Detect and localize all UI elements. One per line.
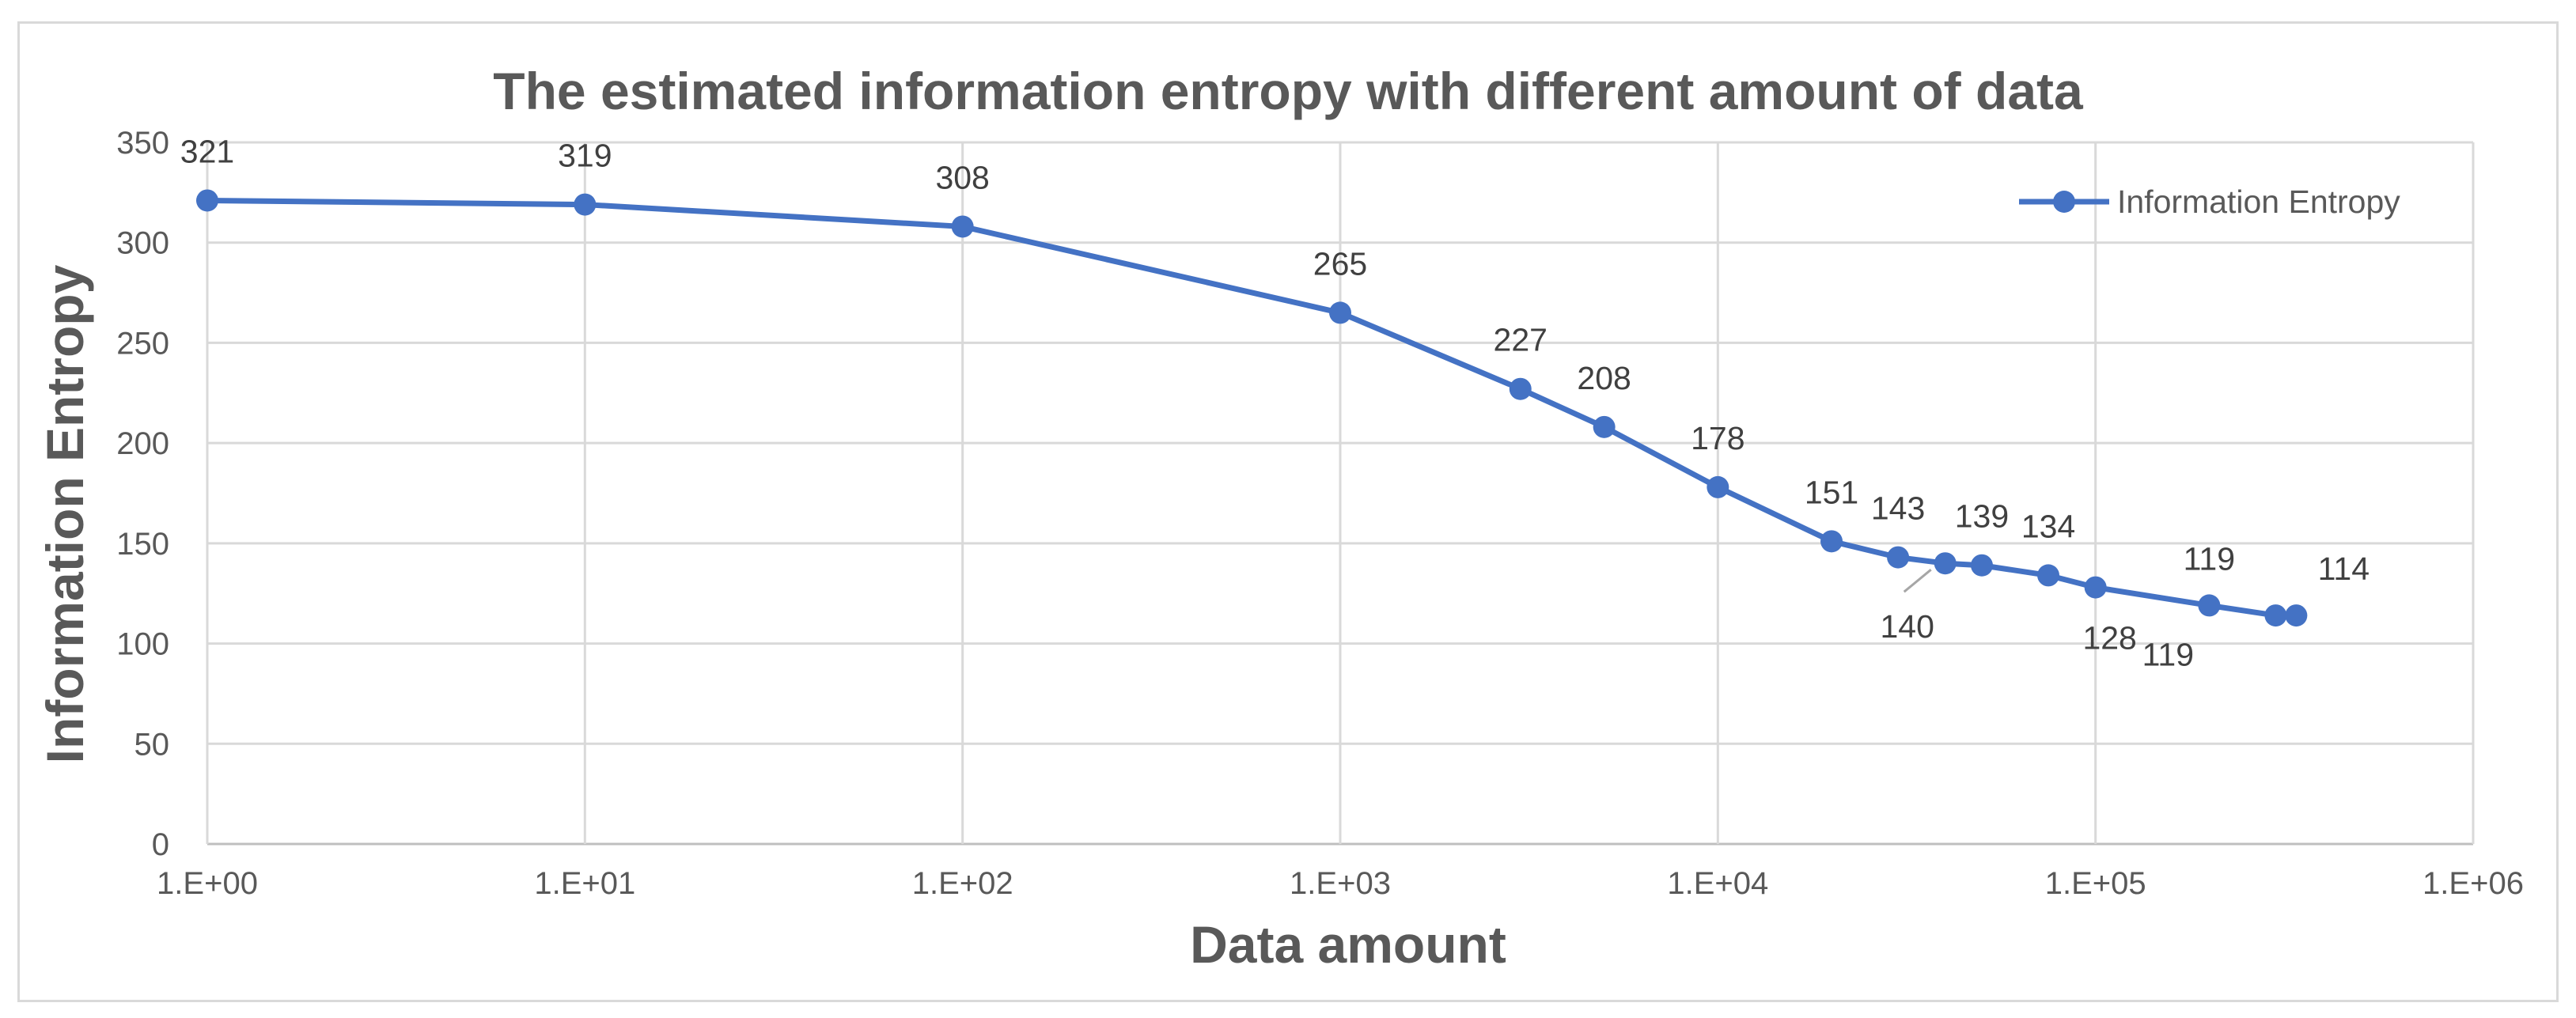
data-point [2198, 594, 2221, 617]
y-tick-label: 50 [134, 727, 170, 762]
y-tick-label: 0 [152, 827, 169, 862]
x-tick-label: 1.E+00 [157, 866, 258, 901]
x-tick-label: 1.E+05 [2045, 866, 2146, 901]
data-label: 140 [1881, 608, 1934, 645]
data-point [574, 193, 597, 216]
data-point [1509, 377, 1532, 400]
chart-frame [17, 21, 2559, 1002]
data-point [1329, 301, 1351, 324]
data-label: 119 [2184, 540, 2235, 577]
x-tick-label: 1.E+03 [1290, 866, 1391, 901]
data-label: 227 [1494, 322, 1547, 358]
y-axis-ticks: 0 50 100 150 200 250 300 350 [116, 126, 169, 862]
y-tick-label: 350 [116, 126, 169, 161]
data-point [2264, 604, 2287, 627]
x-axis-title: Data amount [1190, 915, 1506, 974]
data-label: 134 [2021, 508, 2075, 544]
data-point [1593, 415, 1616, 438]
data-label: 151 [1805, 474, 1858, 510]
y-tick-label: 200 [116, 426, 169, 461]
y-axis-title: Information Entropy [36, 264, 94, 763]
data-point [1970, 554, 1993, 577]
data-point [2037, 564, 2060, 587]
series-information-entropy [196, 189, 2308, 627]
data-point [2285, 604, 2308, 627]
x-axis-ticks: 1.E+00 1.E+01 1.E+02 1.E+03 1.E+04 1.E+05 1.E+… [157, 866, 2524, 901]
data-label: 321 [180, 133, 234, 169]
y-tick-label: 250 [116, 326, 169, 361]
chart-title: The estimated information entropy with d… [493, 62, 2084, 120]
data-label: 119 [2142, 636, 2194, 672]
data-label: 178 [1691, 420, 1744, 456]
y-tick-label: 300 [116, 226, 169, 261]
data-point [1934, 552, 1957, 575]
data-point [951, 215, 974, 238]
data-label: 114 [2318, 551, 2370, 587]
data-point [2084, 576, 2107, 599]
legend-point-marker [2053, 191, 2075, 213]
data-point [1887, 546, 1910, 569]
data-point [1820, 530, 1843, 553]
x-tick-label: 1.E+01 [534, 866, 635, 901]
legend-label: Information Entropy [2117, 184, 2400, 220]
data-label: 208 [1577, 360, 1631, 396]
data-point [1707, 475, 1729, 498]
y-tick-label: 100 [116, 627, 169, 662]
data-label: 319 [558, 138, 612, 174]
data-point [196, 189, 218, 212]
data-label: 139 [1955, 498, 2009, 535]
y-tick-label: 150 [116, 527, 169, 562]
data-label: 143 [1871, 490, 1925, 527]
legend[interactable]: Information Entropy [2019, 184, 2400, 220]
data-label: 265 [1313, 245, 1367, 282]
data-label: 308 [935, 159, 989, 195]
x-tick-label: 1.E+02 [912, 866, 1013, 901]
data-label-leader-line [1903, 569, 1932, 593]
series-line [206, 197, 2297, 619]
x-tick-label: 1.E+04 [1667, 866, 1768, 901]
x-tick-label: 1.E+06 [2423, 866, 2524, 901]
data-label: 128 [2082, 620, 2136, 657]
